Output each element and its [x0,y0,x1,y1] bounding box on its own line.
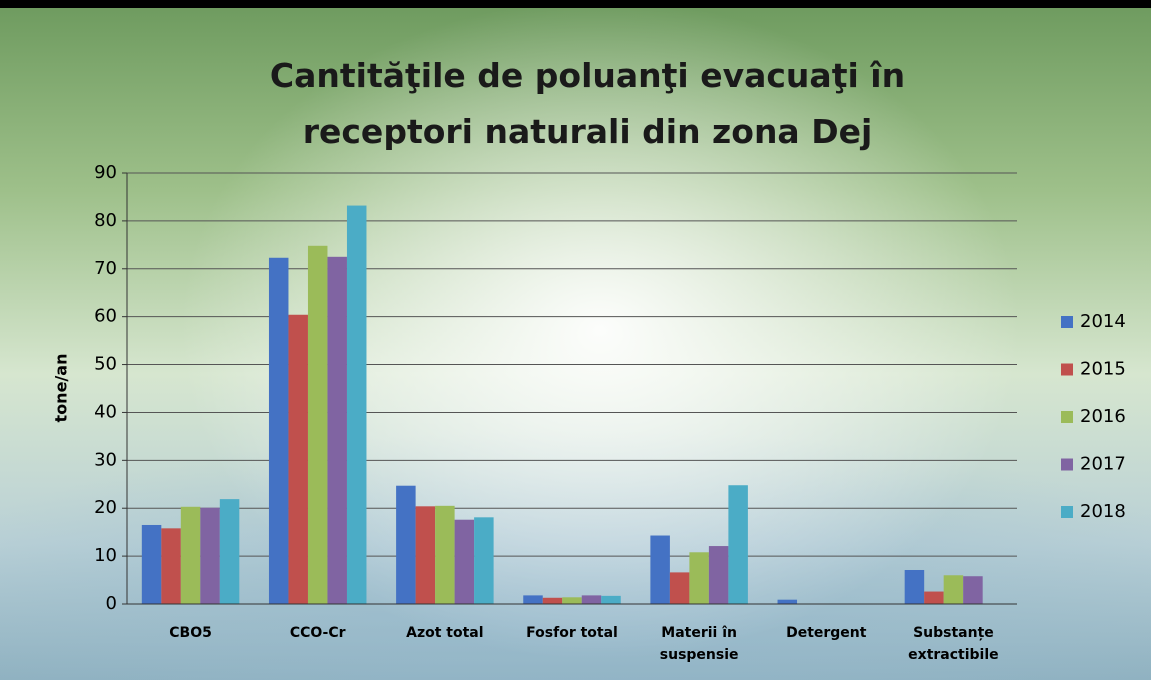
legend-label: 2014 [1080,311,1126,332]
bar [963,576,983,604]
bar [416,506,436,604]
bar [650,536,670,604]
bar [455,520,475,604]
bar [347,206,367,604]
legend-label: 2016 [1080,406,1126,427]
bar [435,506,455,604]
bar [161,528,181,604]
legend-swatch [1061,411,1073,423]
bar [728,485,748,604]
bar [523,595,543,604]
bar [924,592,944,604]
y-tick-label: 20 [94,497,117,518]
x-tick-label: CBO5 [135,622,247,644]
bar [582,595,602,604]
bar [327,257,347,604]
bar [142,525,162,604]
bar [905,570,925,604]
legend-swatch [1061,316,1073,328]
bar [689,552,709,604]
x-tick-label: CCO-Cr [262,622,374,644]
legend-label: 2018 [1080,501,1126,522]
y-tick-label: 80 [94,210,117,231]
bar [778,600,798,604]
bar [944,575,964,604]
bar [670,572,690,604]
bar [543,598,563,604]
x-tick-label: Fosfor total [516,622,628,644]
x-tick-label: Detergent [770,622,882,644]
y-tick-label: 70 [94,258,117,279]
y-tick-label: 60 [94,306,117,327]
y-tick-label: 50 [94,354,117,375]
bar [288,315,308,604]
bar [474,517,494,604]
bar [562,597,582,604]
y-tick-label: 0 [106,593,117,614]
y-tick-label: 30 [94,449,117,470]
x-tick-label: Materii în suspensie [643,622,755,666]
bar [308,246,328,604]
chart-root: 0 10 20 30 40 50 60 70 80 90 tone/an 2014 2015 2016 20… [0,0,1151,680]
x-tick-label: Substanțe extractibile [897,622,1009,666]
y-tick-label: 10 [94,545,117,566]
chart-title: Cantităţile de poluanţi evacuaţi în rece… [180,48,995,160]
bar [269,258,289,604]
bar [200,508,220,604]
bar [181,507,201,604]
bar [601,596,621,604]
bar [220,499,240,604]
legend-swatch [1061,364,1073,376]
y-axis-title: tone/an [52,354,71,423]
legend-label: 2015 [1080,359,1126,380]
y-tick-label: 90 [94,162,117,183]
legend-label: 2017 [1080,454,1126,475]
legend-swatch [1061,506,1073,518]
y-tick-label: 40 [94,401,117,422]
bar [709,546,729,604]
legend-swatch [1061,459,1073,471]
x-tick-label: Azot total [389,622,501,644]
bar [396,486,416,604]
